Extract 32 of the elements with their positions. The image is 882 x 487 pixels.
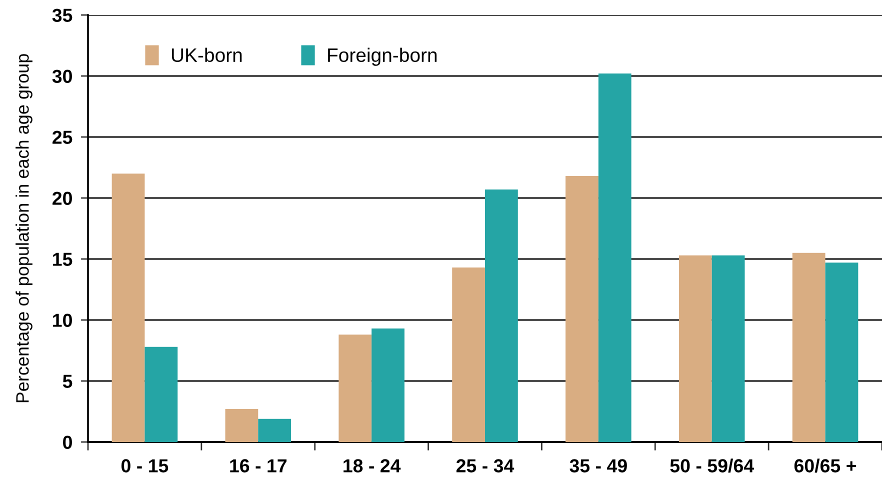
- x-tick-label: 50 - 59/64: [670, 458, 754, 473]
- x-tick-label: 35 - 49: [570, 459, 627, 472]
- bar: [258, 418, 292, 442]
- x-tick-label: 16 - 17: [230, 459, 287, 472]
- x-tick-label: 0 - 15: [121, 459, 168, 472]
- legend-label: Foreign-born: [328, 48, 437, 66]
- x-tick-label: 25 - 34: [456, 459, 514, 472]
- legend-label: UK-born: [172, 48, 242, 62]
- bar: [712, 255, 745, 442]
- bar: [485, 189, 518, 442]
- x-tick-label: 60/65 +: [794, 458, 856, 473]
- bar: [112, 174, 145, 442]
- bar: [598, 74, 632, 442]
- bar: [678, 255, 712, 442]
- y-tick-label: 30: [52, 70, 72, 84]
- y-tick-label: 35: [52, 8, 72, 22]
- y-tick-label: 10: [53, 314, 72, 327]
- x-tick-label: 18 - 24: [344, 459, 401, 472]
- bar: [338, 334, 372, 442]
- y-tick-label: 20: [52, 192, 72, 205]
- bar: [144, 346, 178, 442]
- bar: [372, 328, 404, 442]
- y-tick-label: 15: [53, 252, 72, 266]
- bar: [452, 268, 485, 442]
- bar: [225, 409, 258, 442]
- y-axis-title: Percentage of population in each age group: [16, 54, 32, 402]
- y-tick-label: 5: [62, 374, 72, 388]
- bar: [792, 252, 826, 442]
- bar: [825, 262, 858, 442]
- y-tick-label: 25: [52, 130, 72, 144]
- y-tick-label: 0: [63, 436, 72, 449]
- bar: [566, 176, 598, 442]
